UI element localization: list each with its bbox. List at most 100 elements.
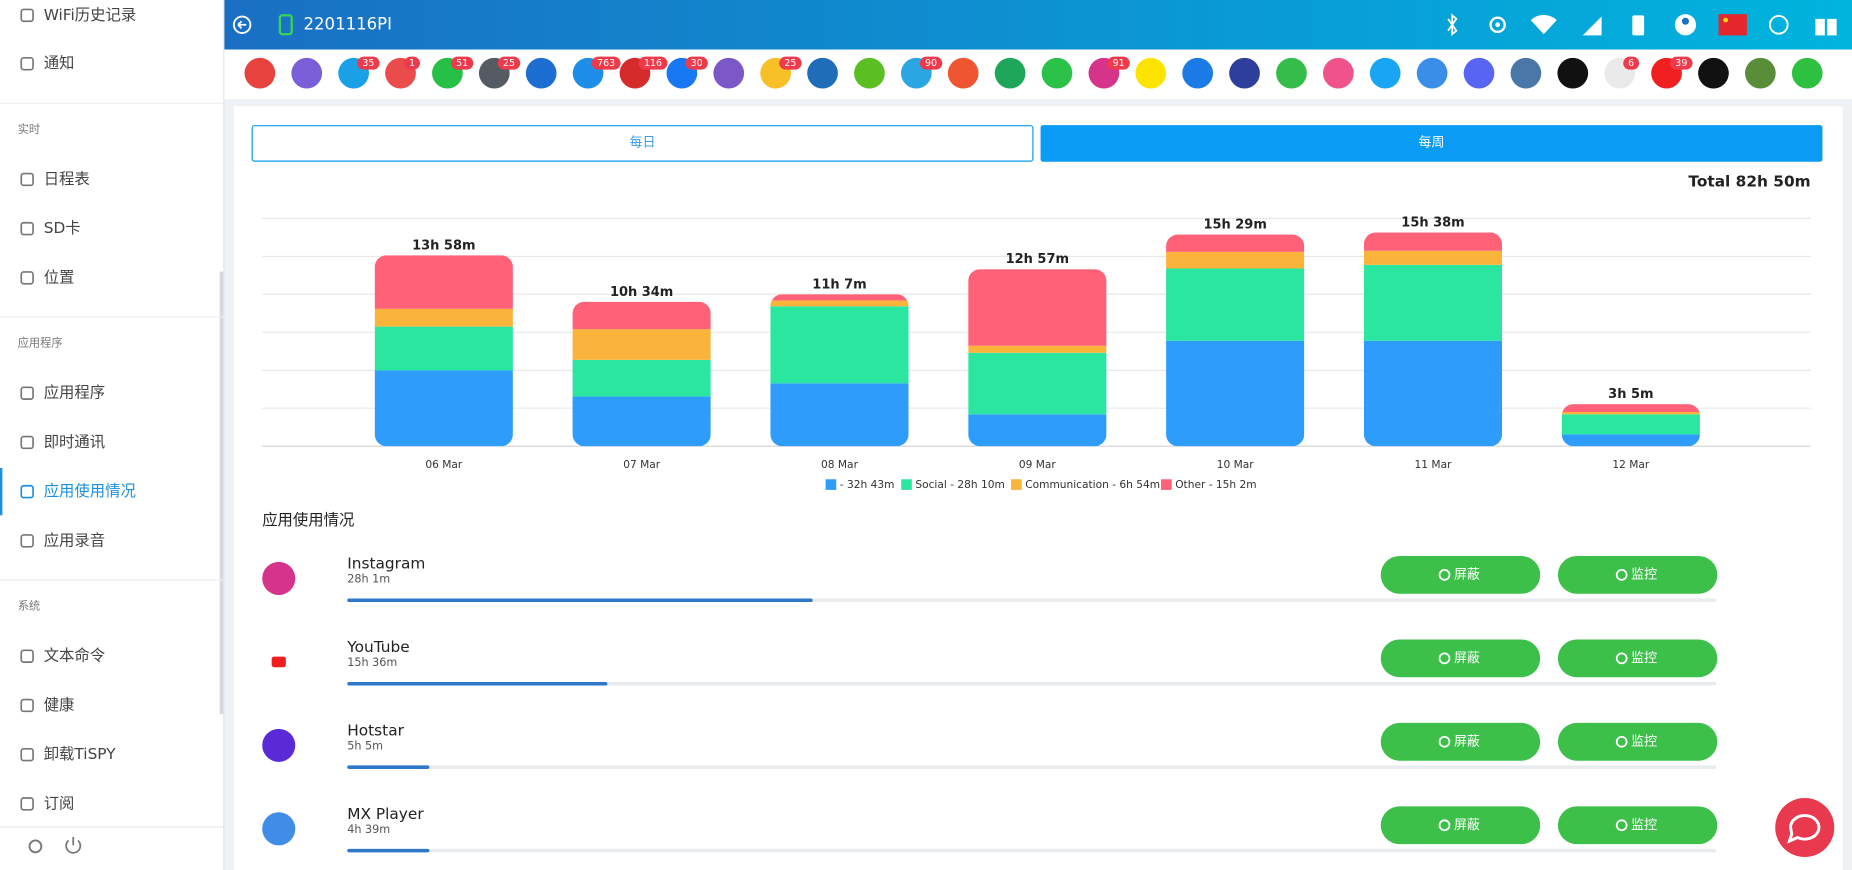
bar-segment — [1166, 268, 1305, 341]
bar-segment — [968, 414, 1107, 447]
badge-bg — [685, 56, 708, 70]
bar-stack — [1166, 234, 1305, 447]
tab-label: 每周 — [1419, 134, 1445, 150]
bar-segment — [1561, 414, 1700, 435]
settings-icon[interactable] — [28, 839, 43, 854]
button-label: 监控 — [1631, 567, 1657, 582]
button-label: 屏蔽 — [1454, 818, 1480, 833]
app-icon[interactable] — [994, 57, 1026, 89]
app-icon-glyph — [271, 656, 286, 668]
action-button[interactable] — [1557, 639, 1718, 678]
app-icon[interactable] — [1322, 57, 1354, 89]
app-icon[interactable] — [291, 57, 323, 89]
legend-swatch — [825, 479, 837, 490]
action-button[interactable] — [1557, 722, 1718, 761]
nav-item[interactable]: 应用录音 — [44, 530, 105, 549]
nav-icon — [20, 57, 34, 71]
app-icon[interactable] — [854, 57, 885, 89]
nav-item[interactable]: 文本命令 — [44, 647, 105, 665]
power-icon[interactable] — [65, 836, 82, 854]
bar-segment — [1561, 434, 1700, 447]
action-button[interactable] — [1557, 806, 1718, 845]
nav-item[interactable]: 通知 — [44, 54, 75, 72]
app-icon[interactable] — [1557, 57, 1589, 89]
badge-bg — [404, 56, 421, 70]
app-icon[interactable] — [1182, 57, 1214, 89]
app-icon[interactable] — [1369, 57, 1401, 89]
bar-segment — [572, 359, 711, 397]
action-button[interactable] — [1380, 722, 1541, 761]
progress-track — [347, 848, 1717, 853]
action-button[interactable] — [1557, 555, 1718, 594]
app-icon[interactable] — [244, 57, 276, 89]
x-tick-label: 10 Mar — [1217, 458, 1255, 471]
chat-button[interactable] — [1775, 797, 1835, 858]
nav-item[interactable]: SD卡 — [44, 219, 81, 237]
nav-item[interactable]: 应用使用情况 — [44, 481, 136, 500]
bar-total: 15h 29m — [1203, 218, 1266, 233]
back-arrow — [237, 20, 247, 29]
app-icon[interactable] — [1463, 57, 1495, 89]
bar-segment — [1561, 404, 1700, 413]
app-icon[interactable] — [1135, 57, 1167, 89]
nav-item[interactable]: 日程表 — [44, 170, 90, 188]
back-button[interactable] — [232, 15, 252, 34]
button-icon — [1615, 735, 1628, 748]
bar-segment — [1363, 250, 1503, 265]
nav-item[interactable]: 健康 — [44, 696, 75, 714]
action-button[interactable] — [1380, 555, 1541, 594]
badge-bg — [450, 56, 474, 70]
progress-fill — [347, 765, 430, 769]
bar-segment — [572, 329, 711, 360]
tab-daily[interactable] — [251, 125, 1034, 162]
nav-item[interactable]: 订阅 — [44, 794, 75, 812]
action-button[interactable] — [1380, 639, 1541, 678]
app-name: Hotstar — [347, 722, 404, 740]
app-icon[interactable] — [713, 57, 745, 89]
nav-item[interactable]: WiFi历史记录 — [44, 6, 136, 24]
badge: 90 — [919, 56, 943, 70]
scrollbar — [219, 271, 224, 715]
button-label: 监控 — [1631, 651, 1657, 666]
badge-bg — [638, 56, 668, 70]
app-icon[interactable] — [1041, 57, 1073, 89]
nav-item[interactable]: 卸载TiSPY — [44, 745, 117, 763]
bar-segment — [770, 383, 909, 447]
app-icon[interactable] — [807, 57, 838, 89]
bar-total: 3h 5m — [1608, 387, 1653, 402]
app-icon[interactable] — [1510, 57, 1542, 89]
device-name: 2201116PI — [304, 14, 392, 33]
nav-icon — [20, 386, 34, 400]
tab-weekly[interactable] — [1040, 125, 1823, 162]
app-icon[interactable] — [1744, 57, 1776, 89]
bar-stack — [770, 294, 909, 447]
action-button[interactable] — [1380, 806, 1541, 845]
app-icon[interactable] — [1698, 57, 1729, 89]
nav-item[interactable]: 即时通讯 — [44, 433, 105, 451]
nav-item[interactable]: 应用程序 — [44, 383, 105, 402]
nav-item[interactable]: 位置 — [44, 268, 75, 286]
x-tick-label: 12 Mar — [1612, 458, 1650, 471]
bar-total: 12h 57m — [1006, 252, 1069, 267]
app-name: YouTube — [346, 638, 409, 656]
badge-bg — [779, 56, 802, 70]
badge-count: 6 — [1628, 58, 1634, 69]
bar-segment — [770, 300, 909, 307]
app-icon[interactable] — [1791, 57, 1823, 89]
legend-swatch — [1161, 479, 1172, 490]
app-icon[interactable] — [1416, 57, 1448, 89]
legend-label: Other - 15h 2m — [1175, 478, 1256, 491]
app-icon[interactable] — [947, 57, 979, 89]
bar-segment — [1363, 264, 1503, 341]
badge-count: 51 — [456, 58, 468, 69]
button-icon — [1615, 652, 1628, 665]
app-icon[interactable] — [1229, 57, 1260, 89]
app-icon[interactable] — [525, 57, 557, 89]
app-icon[interactable] — [1276, 57, 1307, 89]
badge: 25 — [497, 56, 521, 70]
badge: 6 — [1623, 56, 1640, 70]
badge: 91 — [1107, 56, 1130, 70]
badge: 116 — [638, 56, 668, 70]
